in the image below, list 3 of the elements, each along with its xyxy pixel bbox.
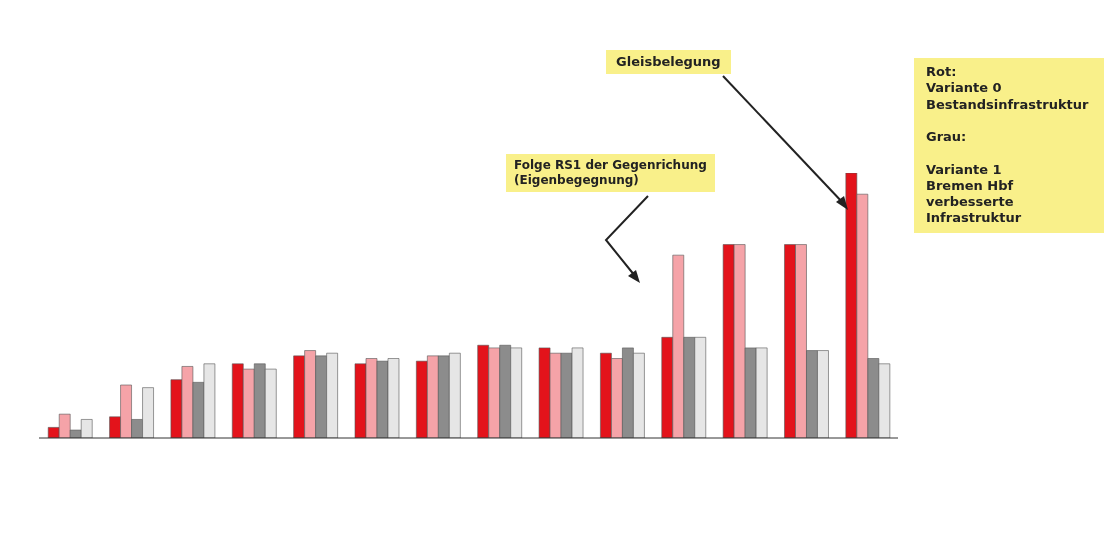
text: Gleisbelegung [606, 50, 731, 75]
annotation: Folge RS1 der Gegenrichung (Eigenbegegnung) [506, 154, 715, 192]
text: Rot: Variante 0 Bestandsinfrastruktur Grau: Variante 1 Bremen Hbf verbesserte Infrastruktur [926, 64, 1089, 226]
